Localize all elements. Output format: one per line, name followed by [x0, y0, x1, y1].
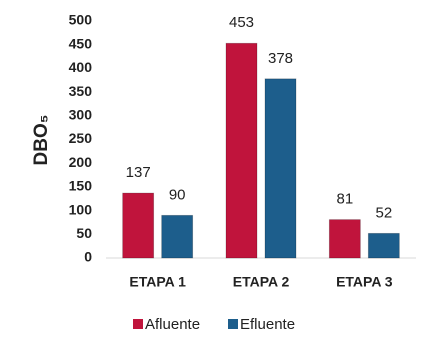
y-tick-label: 0 [84, 249, 92, 265]
legend-swatch [228, 319, 238, 329]
bar [161, 214, 194, 259]
x-tick-label: ETAPA 1 [129, 274, 186, 290]
y-tick-label: 400 [69, 59, 93, 75]
bar [225, 42, 258, 259]
y-tick-label: 50 [76, 225, 92, 241]
y-tick-label: 350 [69, 83, 93, 99]
y-tick-label: 200 [69, 154, 93, 170]
value-label: 137 [126, 164, 151, 181]
y-tick-label: 150 [69, 178, 93, 194]
value-label: 378 [268, 50, 293, 67]
y-tick-label: 250 [69, 130, 93, 146]
y-tick-label: 500 [69, 12, 93, 28]
value-label: 81 [336, 191, 353, 208]
legend-swatch [133, 319, 143, 329]
x-tick-label: ETAPA 2 [233, 274, 290, 290]
bar [367, 232, 400, 259]
bar [264, 78, 297, 259]
legend-label: Afluente [145, 316, 200, 333]
value-label: 90 [169, 186, 186, 203]
y-tick-label: 300 [69, 107, 93, 123]
y-tick-label: 100 [69, 201, 93, 217]
value-label: 453 [229, 14, 254, 31]
legend-label: Efluente [240, 316, 295, 333]
y-tick-label: 450 [69, 35, 93, 51]
x-tick-label: ETAPA 3 [336, 274, 393, 290]
bar [122, 192, 155, 259]
value-label: 52 [375, 204, 392, 221]
bar [328, 219, 361, 259]
y-axis-label: DBO₅ [31, 115, 52, 166]
